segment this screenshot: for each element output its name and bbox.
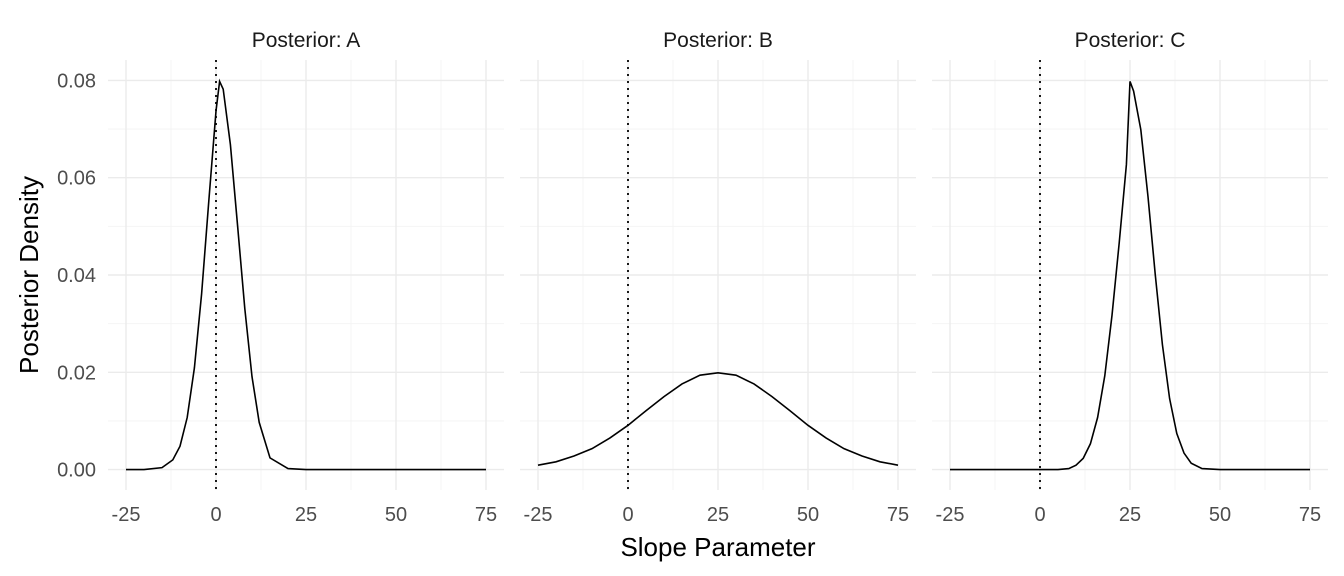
facet-panels: Posterior: A -25 0 25 50 75 Posterior: B -25 0 25… bbox=[57, 29, 1328, 526]
facet-panel: Posterior: B -25 0 25 50 75 bbox=[520, 29, 916, 526]
x-tick-label: 0 bbox=[1034, 504, 1045, 526]
x-tick-label: 25 bbox=[707, 504, 729, 526]
density-curve bbox=[950, 81, 1310, 471]
panel-title: Posterior: A bbox=[252, 29, 361, 52]
x-tick-label: 25 bbox=[295, 504, 317, 526]
y-tick-label: 0.08 bbox=[57, 70, 96, 92]
x-tick-label: 25 bbox=[1119, 504, 1141, 526]
x-tick-label: -25 bbox=[936, 504, 965, 526]
x-tick-label: 0 bbox=[210, 504, 221, 526]
x-tick-label: 75 bbox=[1299, 504, 1321, 526]
x-tick-label: 50 bbox=[385, 504, 407, 526]
density-curve bbox=[126, 78, 486, 471]
facet-panel: Posterior: C -25 0 25 50 75 bbox=[932, 29, 1328, 526]
y-axis-title: Posterior Density bbox=[14, 176, 44, 374]
x-tick-label: 75 bbox=[475, 504, 497, 526]
panel-title: Posterior: B bbox=[663, 29, 773, 52]
density-curve bbox=[537, 371, 899, 466]
y-tick-label: 0.02 bbox=[57, 362, 96, 384]
x-tick-label: 50 bbox=[797, 504, 819, 526]
y-tick-label: 0.06 bbox=[57, 168, 96, 190]
panel-title: Posterior: C bbox=[1075, 29, 1186, 52]
x-axis-title: Slope Parameter bbox=[620, 532, 815, 562]
facet-panel: Posterior: A -25 0 25 50 75 bbox=[108, 29, 504, 526]
y-tick-label: 0.04 bbox=[57, 265, 96, 287]
x-tick-label: -25 bbox=[524, 504, 553, 526]
x-tick-label: 50 bbox=[1209, 504, 1231, 526]
x-tick-label: 75 bbox=[887, 504, 909, 526]
y-tick-label: 0.00 bbox=[57, 460, 96, 482]
x-tick-label: -25 bbox=[112, 504, 141, 526]
x-tick-label: 0 bbox=[622, 504, 633, 526]
